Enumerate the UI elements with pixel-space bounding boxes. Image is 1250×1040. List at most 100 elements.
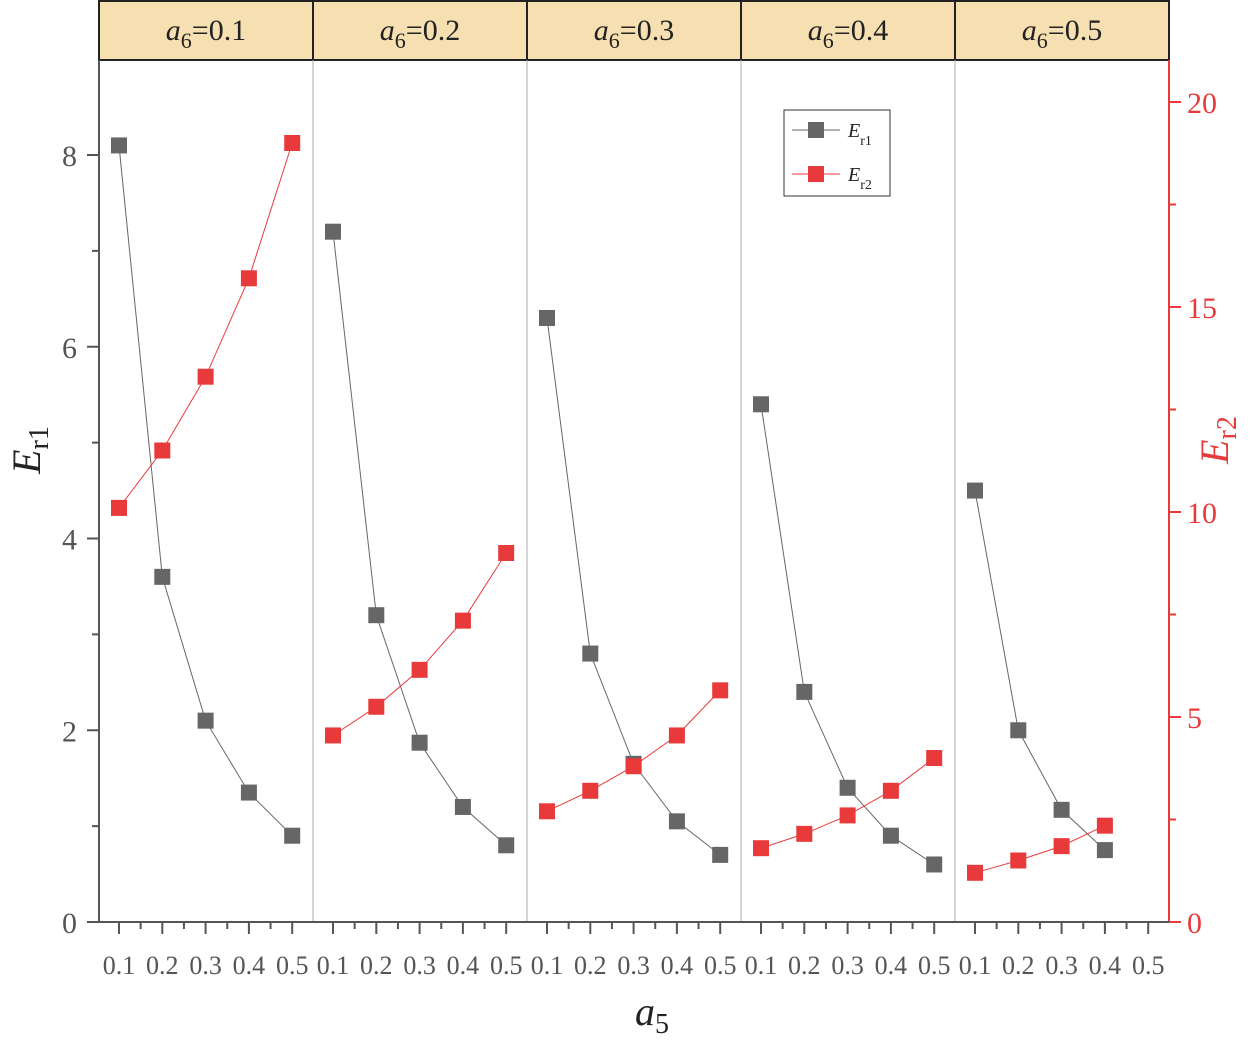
legend-box — [783, 109, 891, 197]
panel-title-1: a6=0.1 — [166, 14, 246, 53]
panel-title-2: a6=0.2 — [380, 14, 460, 53]
left-axis-title-sub: r1 — [24, 426, 55, 449]
er2-line-panel-4 — [760, 757, 935, 849]
panel-header-4 — [740, 0, 956, 61]
er2-point — [882, 782, 899, 799]
x-tick-label: 0.5 — [276, 951, 309, 980]
x-tick-label: 0.1 — [317, 951, 350, 980]
right-axis-title-sub: r2 — [1212, 416, 1243, 439]
x-tick-label: 0.2 — [574, 951, 607, 980]
panel-title-5-sub: 6 — [1037, 28, 1048, 53]
legend-label-er1: Er1 — [847, 120, 872, 149]
er1-point — [411, 734, 428, 751]
er2-point — [582, 782, 599, 799]
legend: Er1 Er2 — [783, 109, 891, 197]
panel-title-2-var: a — [380, 14, 395, 47]
left-tick-label: 8 — [62, 140, 77, 173]
panel-title-1-val: =0.1 — [192, 14, 246, 47]
er2-point — [668, 727, 685, 744]
left-axis-title: Er1 — [4, 426, 55, 475]
panel-title-4-val: =0.4 — [834, 14, 888, 47]
right-tick-label: 15 — [1187, 292, 1217, 325]
x-tick-label: 0.4 — [875, 951, 908, 980]
x-axis-title: a5 — [635, 989, 669, 1040]
er1-point — [967, 482, 983, 499]
x-axis-title-var: a — [635, 989, 655, 1034]
right-axis-title-var: E — [1192, 439, 1237, 464]
x-tick-label: 0.5 — [704, 951, 737, 980]
panel-header-5 — [954, 0, 1170, 61]
panel-title-5: a6=0.5 — [1022, 14, 1102, 53]
panel-title-4: a6=0.4 — [808, 14, 888, 53]
er2-point — [1053, 838, 1070, 855]
er2-point — [197, 368, 214, 385]
left-y-axis: 0 2 4 6 8 — [62, 60, 100, 940]
x-tick-label: 0.4 — [447, 951, 480, 980]
series-layer — [111, 135, 1113, 881]
er2-point — [454, 612, 471, 629]
er2-point — [926, 750, 943, 766]
x-tick-label: 0.3 — [617, 951, 650, 980]
x-tick-label: 0.2 — [360, 951, 393, 980]
er2-point — [967, 864, 983, 881]
plot-frame — [312, 60, 956, 922]
panel-title-1-var: a — [166, 14, 181, 47]
er2-line-panel-2 — [332, 552, 507, 736]
er1-point — [1010, 722, 1027, 739]
panel-title-5-var: a — [1022, 14, 1037, 47]
panel-title-2-val: =0.2 — [406, 14, 460, 47]
er1-point — [325, 223, 341, 240]
x-tick-label: 0.2 — [146, 951, 179, 980]
left-tick-label: 0 — [62, 907, 77, 940]
er1-line-panel-2 — [332, 231, 507, 846]
right-y-axis: 0 5 10 15 20 — [1168, 60, 1217, 940]
er2-point — [539, 803, 555, 820]
er1-point — [582, 645, 599, 662]
left-axis-title-var: E — [4, 449, 49, 474]
x-tick-label: 0.3 — [831, 951, 864, 980]
er1-point — [454, 798, 471, 815]
er2-point — [154, 442, 171, 459]
x-axis-title-sub: 5 — [655, 1009, 669, 1040]
left-tick-label: 6 — [62, 332, 77, 365]
x-axis: 0.1 0.2 0.3 0.4 0.5 0.1 0.2 0.3 0.4 0.5 0.1 0.2 0.3 0… — [99, 921, 1169, 980]
panel-title-3-val: =0.3 — [620, 14, 674, 47]
left-tick-label: 4 — [62, 524, 77, 557]
er2-point — [1096, 817, 1113, 834]
panel-title-1-sub: 6 — [181, 28, 192, 53]
legend-label-er2: Er2 — [847, 164, 872, 193]
x-tick-label: 0.1 — [745, 951, 778, 980]
er1-point — [796, 683, 813, 700]
right-tick-label: 5 — [1187, 702, 1202, 735]
x-tick-label: 0.1 — [531, 951, 564, 980]
er1-point — [368, 607, 385, 624]
er2-point — [284, 135, 301, 151]
panel-title-3-sub: 6 — [609, 28, 620, 53]
er1-line-panel-5 — [974, 490, 1106, 851]
panel-header-2 — [312, 0, 528, 61]
er1-point — [111, 137, 127, 154]
er2-point — [368, 698, 385, 715]
er2-point — [839, 807, 856, 824]
x-tick-label: 0.4 — [233, 951, 266, 980]
er1-point — [498, 837, 515, 854]
er2-line-panel-3 — [546, 690, 721, 812]
x-tick-label: 0.1 — [103, 951, 136, 980]
er2-point — [1010, 852, 1027, 869]
legend-marker — [808, 122, 824, 138]
x-tick-label: 0.5 — [1132, 951, 1165, 980]
er2-line-panel-5 — [974, 825, 1106, 874]
er1-point — [539, 309, 555, 326]
er2-line-panel-1 — [118, 142, 293, 509]
er1-point — [154, 568, 171, 585]
legend-label-er1-sub: r1 — [860, 134, 872, 149]
x-tick-label: 0.3 — [403, 951, 436, 980]
legend-label-er2-var: E — [847, 164, 860, 186]
panel-header-1 — [98, 0, 314, 61]
er2-point — [498, 545, 515, 561]
er1-point — [1053, 801, 1070, 818]
er2-point — [712, 682, 729, 699]
er1-point — [240, 784, 257, 801]
